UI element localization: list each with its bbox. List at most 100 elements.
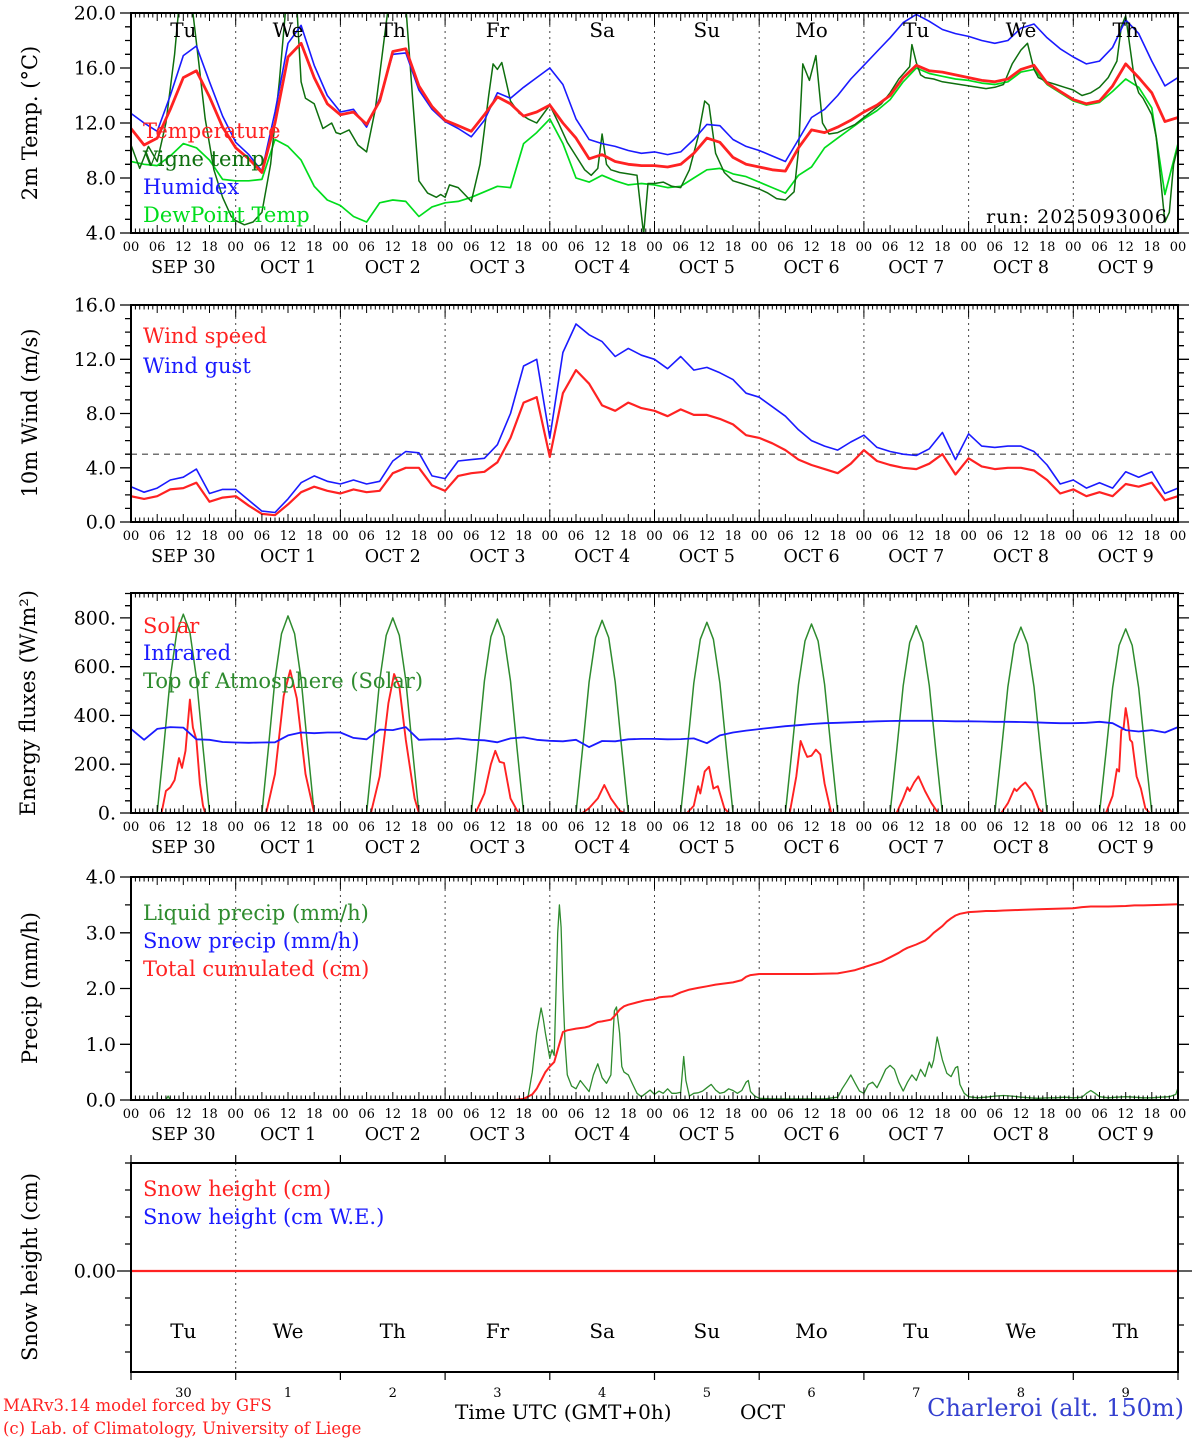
date-label: OCT 2 bbox=[365, 258, 421, 278]
hour-label: 18 bbox=[306, 1107, 323, 1122]
date-label: OCT 4 bbox=[574, 258, 630, 278]
hour-label: 18 bbox=[411, 240, 428, 255]
date-label: OCT 8 bbox=[993, 258, 1049, 278]
hour-label: 00 bbox=[437, 1107, 454, 1122]
hour-label: 12 bbox=[175, 820, 192, 835]
date-label: OCT 4 bbox=[574, 1125, 630, 1145]
y-tick-label: 12.0 bbox=[74, 113, 116, 135]
hour-label: 00 bbox=[332, 240, 349, 255]
hour-label: 00 bbox=[856, 240, 873, 255]
hour-label: 06 bbox=[358, 1107, 375, 1122]
hour-label: 06 bbox=[987, 529, 1004, 544]
weekday-label-su: Su bbox=[694, 18, 721, 42]
legend-snow-precip-mm-h-: Snow precip (mm/h) bbox=[143, 929, 360, 953]
hour-label: 18 bbox=[1144, 240, 1161, 255]
hour-label: 06 bbox=[672, 240, 689, 255]
panel-energy: 0. 200. 400. 600. 800. 00 06 12 18 SEP 30 00 06 12 18… bbox=[74, 592, 1189, 858]
hour-label: 12 bbox=[594, 1107, 611, 1122]
legend-vigne-temp: Vigne temp bbox=[143, 147, 265, 171]
weekday-label-th: Th bbox=[1113, 18, 1139, 42]
date-label: OCT 5 bbox=[679, 1125, 735, 1145]
hour-label: 12 bbox=[1013, 240, 1030, 255]
hour-label: 00 bbox=[1065, 1107, 1082, 1122]
day-number-label: 9 bbox=[1122, 1386, 1130, 1401]
hour-label: 06 bbox=[568, 240, 585, 255]
hour-label: 06 bbox=[672, 820, 689, 835]
date-label: OCT 5 bbox=[679, 838, 735, 858]
hour-label: 00 bbox=[332, 820, 349, 835]
hour-label: 06 bbox=[672, 529, 689, 544]
hour-label: 18 bbox=[306, 240, 323, 255]
hour-label: 00 bbox=[751, 529, 768, 544]
model-credit-line2: (c) Lab. of Climatology, University of L… bbox=[3, 1419, 362, 1438]
hour-label: 12 bbox=[1013, 1107, 1030, 1122]
hour-label: 18 bbox=[515, 1107, 532, 1122]
hour-label: 00 bbox=[960, 240, 977, 255]
hour-label: 00 bbox=[123, 529, 140, 544]
hour-label: 12 bbox=[175, 1107, 192, 1122]
y-tick-marks bbox=[120, 304, 1189, 523]
day-number-label: 8 bbox=[1017, 1386, 1025, 1401]
series-wind10m-wind-speed bbox=[131, 369, 1178, 517]
hour-label: 18 bbox=[201, 529, 218, 544]
weekday-label-we: We bbox=[1006, 1319, 1037, 1343]
date-label: OCT 3 bbox=[469, 258, 525, 278]
hour-label: 18 bbox=[1039, 1107, 1056, 1122]
hour-label: 00 bbox=[542, 1107, 559, 1122]
date-label: OCT 7 bbox=[888, 547, 944, 567]
hour-label: 06 bbox=[1091, 820, 1108, 835]
hour-label: 00 bbox=[1170, 240, 1187, 255]
hour-label: 18 bbox=[515, 820, 532, 835]
hour-label: 12 bbox=[803, 1107, 820, 1122]
y-tick-label: 2.0 bbox=[86, 978, 116, 1000]
day-number-label: 30 bbox=[175, 1386, 192, 1401]
hour-label: 18 bbox=[411, 820, 428, 835]
hour-label: 12 bbox=[908, 240, 925, 255]
panel-snow: 0.00 Tu We Th Fr Sa Su Mo Tu We Th 30 1 2 3 4 5 6 7 8 9 bbox=[74, 1155, 1192, 1401]
date-label: OCT 1 bbox=[260, 1125, 316, 1145]
hour-label: 18 bbox=[1144, 529, 1161, 544]
y-tick-label: 8.0 bbox=[86, 403, 116, 425]
legend-snow-height-cm-: Snow height (cm) bbox=[143, 1177, 332, 1201]
hour-label: 12 bbox=[1013, 820, 1030, 835]
day-number-label: 3 bbox=[493, 1386, 501, 1401]
weekday-label-fr: Fr bbox=[486, 18, 510, 42]
y-tick-label: 0.00 bbox=[74, 1261, 116, 1283]
y-tick-label: 3.0 bbox=[86, 922, 116, 944]
y-tick-label: 20.0 bbox=[74, 3, 116, 25]
hour-label: 00 bbox=[856, 820, 873, 835]
hour-label: 18 bbox=[934, 240, 951, 255]
time-axis-title: Time UTC (GMT+0h) bbox=[455, 1400, 672, 1424]
hour-label: 18 bbox=[829, 820, 846, 835]
weekday-label-sa: Sa bbox=[589, 1319, 615, 1343]
hour-label: 06 bbox=[882, 529, 899, 544]
y-axis-title-precip: Precip (mm/h) bbox=[18, 911, 42, 1065]
hour-label: 12 bbox=[280, 240, 297, 255]
hour-label: 12 bbox=[175, 529, 192, 544]
hour-label: 18 bbox=[1039, 240, 1056, 255]
hour-label: 12 bbox=[489, 1107, 506, 1122]
hour-label: 12 bbox=[175, 240, 192, 255]
hour-label: 00 bbox=[437, 820, 454, 835]
date-label: OCT 7 bbox=[888, 258, 944, 278]
date-label: OCT 7 bbox=[888, 838, 944, 858]
hour-label: 18 bbox=[725, 529, 742, 544]
hour-label: 06 bbox=[463, 820, 480, 835]
weekday-label-sa: Sa bbox=[589, 18, 615, 42]
hour-label: 12 bbox=[803, 529, 820, 544]
y-tick-marks bbox=[117, 1162, 1192, 1353]
day-tick-marks bbox=[130, 1155, 1179, 1380]
y-tick-label: 400. bbox=[74, 705, 116, 727]
date-label: OCT 6 bbox=[783, 258, 839, 278]
hour-label: 18 bbox=[201, 1107, 218, 1122]
hour-label: 18 bbox=[620, 820, 637, 835]
hour-label: 12 bbox=[384, 529, 401, 544]
hour-label: 12 bbox=[384, 240, 401, 255]
hour-label: 06 bbox=[882, 1107, 899, 1122]
hour-label: 18 bbox=[1039, 529, 1056, 544]
hour-tick-comb bbox=[130, 877, 1179, 1100]
hour-label: 06 bbox=[1091, 529, 1108, 544]
hour-label: 12 bbox=[489, 820, 506, 835]
hour-label: 06 bbox=[1091, 1107, 1108, 1122]
